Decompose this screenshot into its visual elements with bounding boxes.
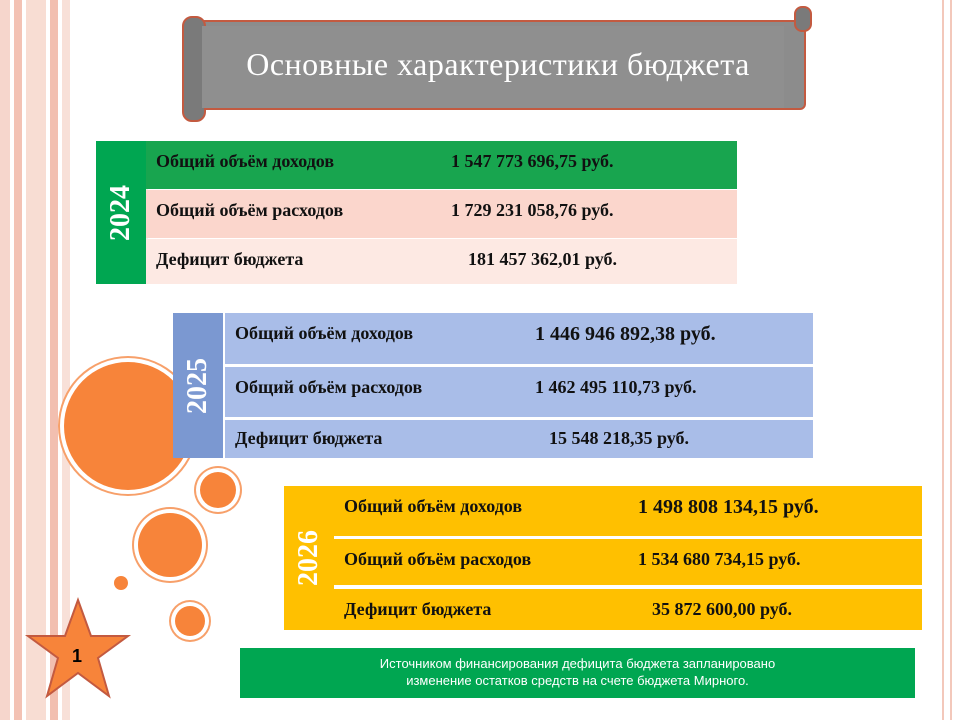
row-value: 181 457 362,01 руб.	[468, 249, 618, 269]
year-label-cell: 2026	[284, 486, 334, 630]
row-label: Общий объём расходов	[235, 377, 423, 397]
row-label: Общий объём доходов	[344, 496, 523, 516]
decor-circle	[175, 606, 205, 636]
row-value: 1 446 946 892,38 руб.	[535, 323, 716, 345]
income-row: Общий объём доходов 1 547 773 696,75 руб…	[146, 141, 737, 189]
row-value: 1 729 231 058,76 руб.	[451, 200, 614, 220]
row-label: Общий объём доходов	[235, 323, 414, 343]
row-value: 35 872 600,00 руб.	[652, 599, 793, 619]
scroll-body	[202, 26, 784, 108]
budget-block-2026: 2026 Общий объём доходов 1 498 808 134,1…	[284, 486, 922, 630]
row-value: 1 498 808 134,15 руб.	[638, 496, 819, 518]
right-line-decoration	[950, 0, 952, 720]
star-icon	[24, 597, 132, 699]
decor-circle	[200, 472, 236, 508]
row-label: Дефицит бюджета	[235, 428, 383, 448]
budget-block-2025: 2025 Общий объём доходов 1 446 946 892,3…	[173, 313, 813, 458]
row-value: 15 548 218,35 руб.	[549, 428, 690, 448]
deficit-financing-note: Источником финансирования дефицита бюдже…	[240, 648, 915, 698]
page-title: Основные характеристики бюджета	[246, 46, 750, 82]
decor-circle	[138, 513, 202, 577]
row-label: Общий объём расходов	[344, 549, 532, 569]
note-line: Источником финансирования дефицита бюдже…	[379, 656, 776, 671]
row-label: Дефицит бюджета	[344, 599, 492, 619]
budget-rows: Общий объём доходов 1 547 773 696,75 руб…	[146, 141, 737, 284]
income-row: Общий объём доходов 1 498 808 134,15 руб…	[334, 486, 922, 536]
year-label: 2026	[293, 530, 324, 586]
note-line: изменение остатков средств на счете бюдж…	[406, 673, 749, 688]
year-label: 2025	[182, 357, 213, 414]
title-scroll-banner: Основные характеристики бюджета	[182, 6, 812, 122]
year-label-cell: 2025	[173, 313, 223, 458]
budget-block-2024: 2024 Общий объём доходов 1 547 773 696,7…	[96, 141, 737, 284]
row-value: 1 547 773 696,75 руб.	[451, 151, 614, 171]
budget-rows: Общий объём доходов 1 498 808 134,15 руб…	[334, 486, 922, 630]
deficit-row: Дефицит бюджета 15 548 218,35 руб.	[225, 420, 813, 458]
right-line-decoration	[942, 0, 944, 720]
left-stripes-decoration	[0, 0, 70, 720]
year-label-cell: 2024	[96, 141, 148, 284]
year-label: 2024	[105, 184, 136, 241]
page-number: 1	[71, 646, 82, 666]
row-label: Общий объём расходов	[156, 200, 344, 220]
deficit-row: Дефицит бюджета 181 457 362,01 руб.	[146, 239, 737, 284]
expense-row: Общий объём расходов 1 462 495 110,73 ру…	[225, 367, 813, 417]
row-value: 1 462 495 110,73 руб.	[535, 377, 697, 397]
row-value: 1 534 680 734,15 руб.	[638, 549, 801, 569]
decor-circle-large	[64, 362, 192, 490]
expense-row: Общий объём расходов 1 729 231 058,76 ру…	[146, 190, 737, 238]
decor-circle-small	[114, 576, 128, 590]
deficit-row: Дефицит бюджета 35 872 600,00 руб.	[334, 589, 922, 630]
budget-rows: Общий объём доходов 1 446 946 892,38 руб…	[225, 313, 813, 458]
row-label: Дефицит бюджета	[156, 249, 304, 269]
scroll-curl-right	[794, 6, 812, 32]
row-label: Общий объём доходов	[156, 151, 335, 171]
income-row: Общий объём доходов 1 446 946 892,38 руб…	[225, 313, 813, 364]
expense-row: Общий объём расходов 1 534 680 734,15 ру…	[334, 539, 922, 585]
